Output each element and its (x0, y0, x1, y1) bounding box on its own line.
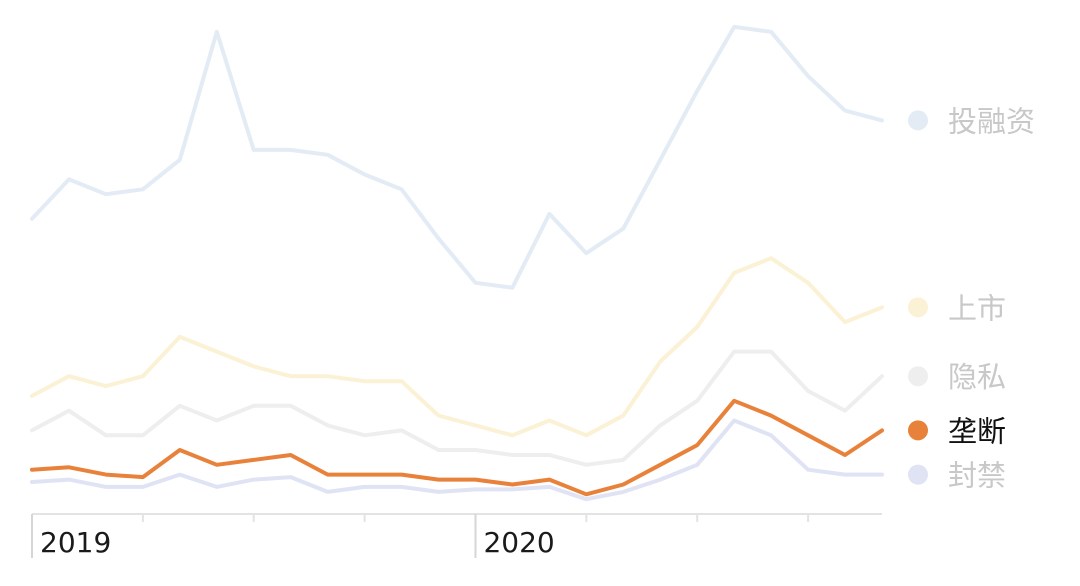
series-line-4 (30, 418, 884, 502)
legend-label-1: 上市 (948, 291, 1006, 325)
legend-marker-1 (908, 297, 928, 318)
x-tick-label-0: 2019 (40, 526, 111, 559)
legend-label-2: 隐私 (948, 360, 1006, 394)
series-line-1 (30, 256, 884, 438)
legend-label-0: 投融资 (948, 104, 1035, 138)
series-line-2 (30, 349, 884, 467)
x-axis: 2019 2020 (31, 513, 882, 559)
legend-marker-2 (908, 366, 928, 387)
series-lines (30, 24, 884, 502)
legend-marker-0 (908, 110, 928, 131)
series-line-0 (30, 24, 884, 290)
legend-label-4: 封禁 (948, 459, 1006, 493)
x-tick-label-1: 2020 (483, 526, 554, 559)
series-line-3 (30, 398, 884, 497)
legend-marker-4 (908, 464, 928, 485)
legend-marker-3 (908, 420, 928, 441)
legend-label-3: 垄断 (948, 414, 1006, 448)
